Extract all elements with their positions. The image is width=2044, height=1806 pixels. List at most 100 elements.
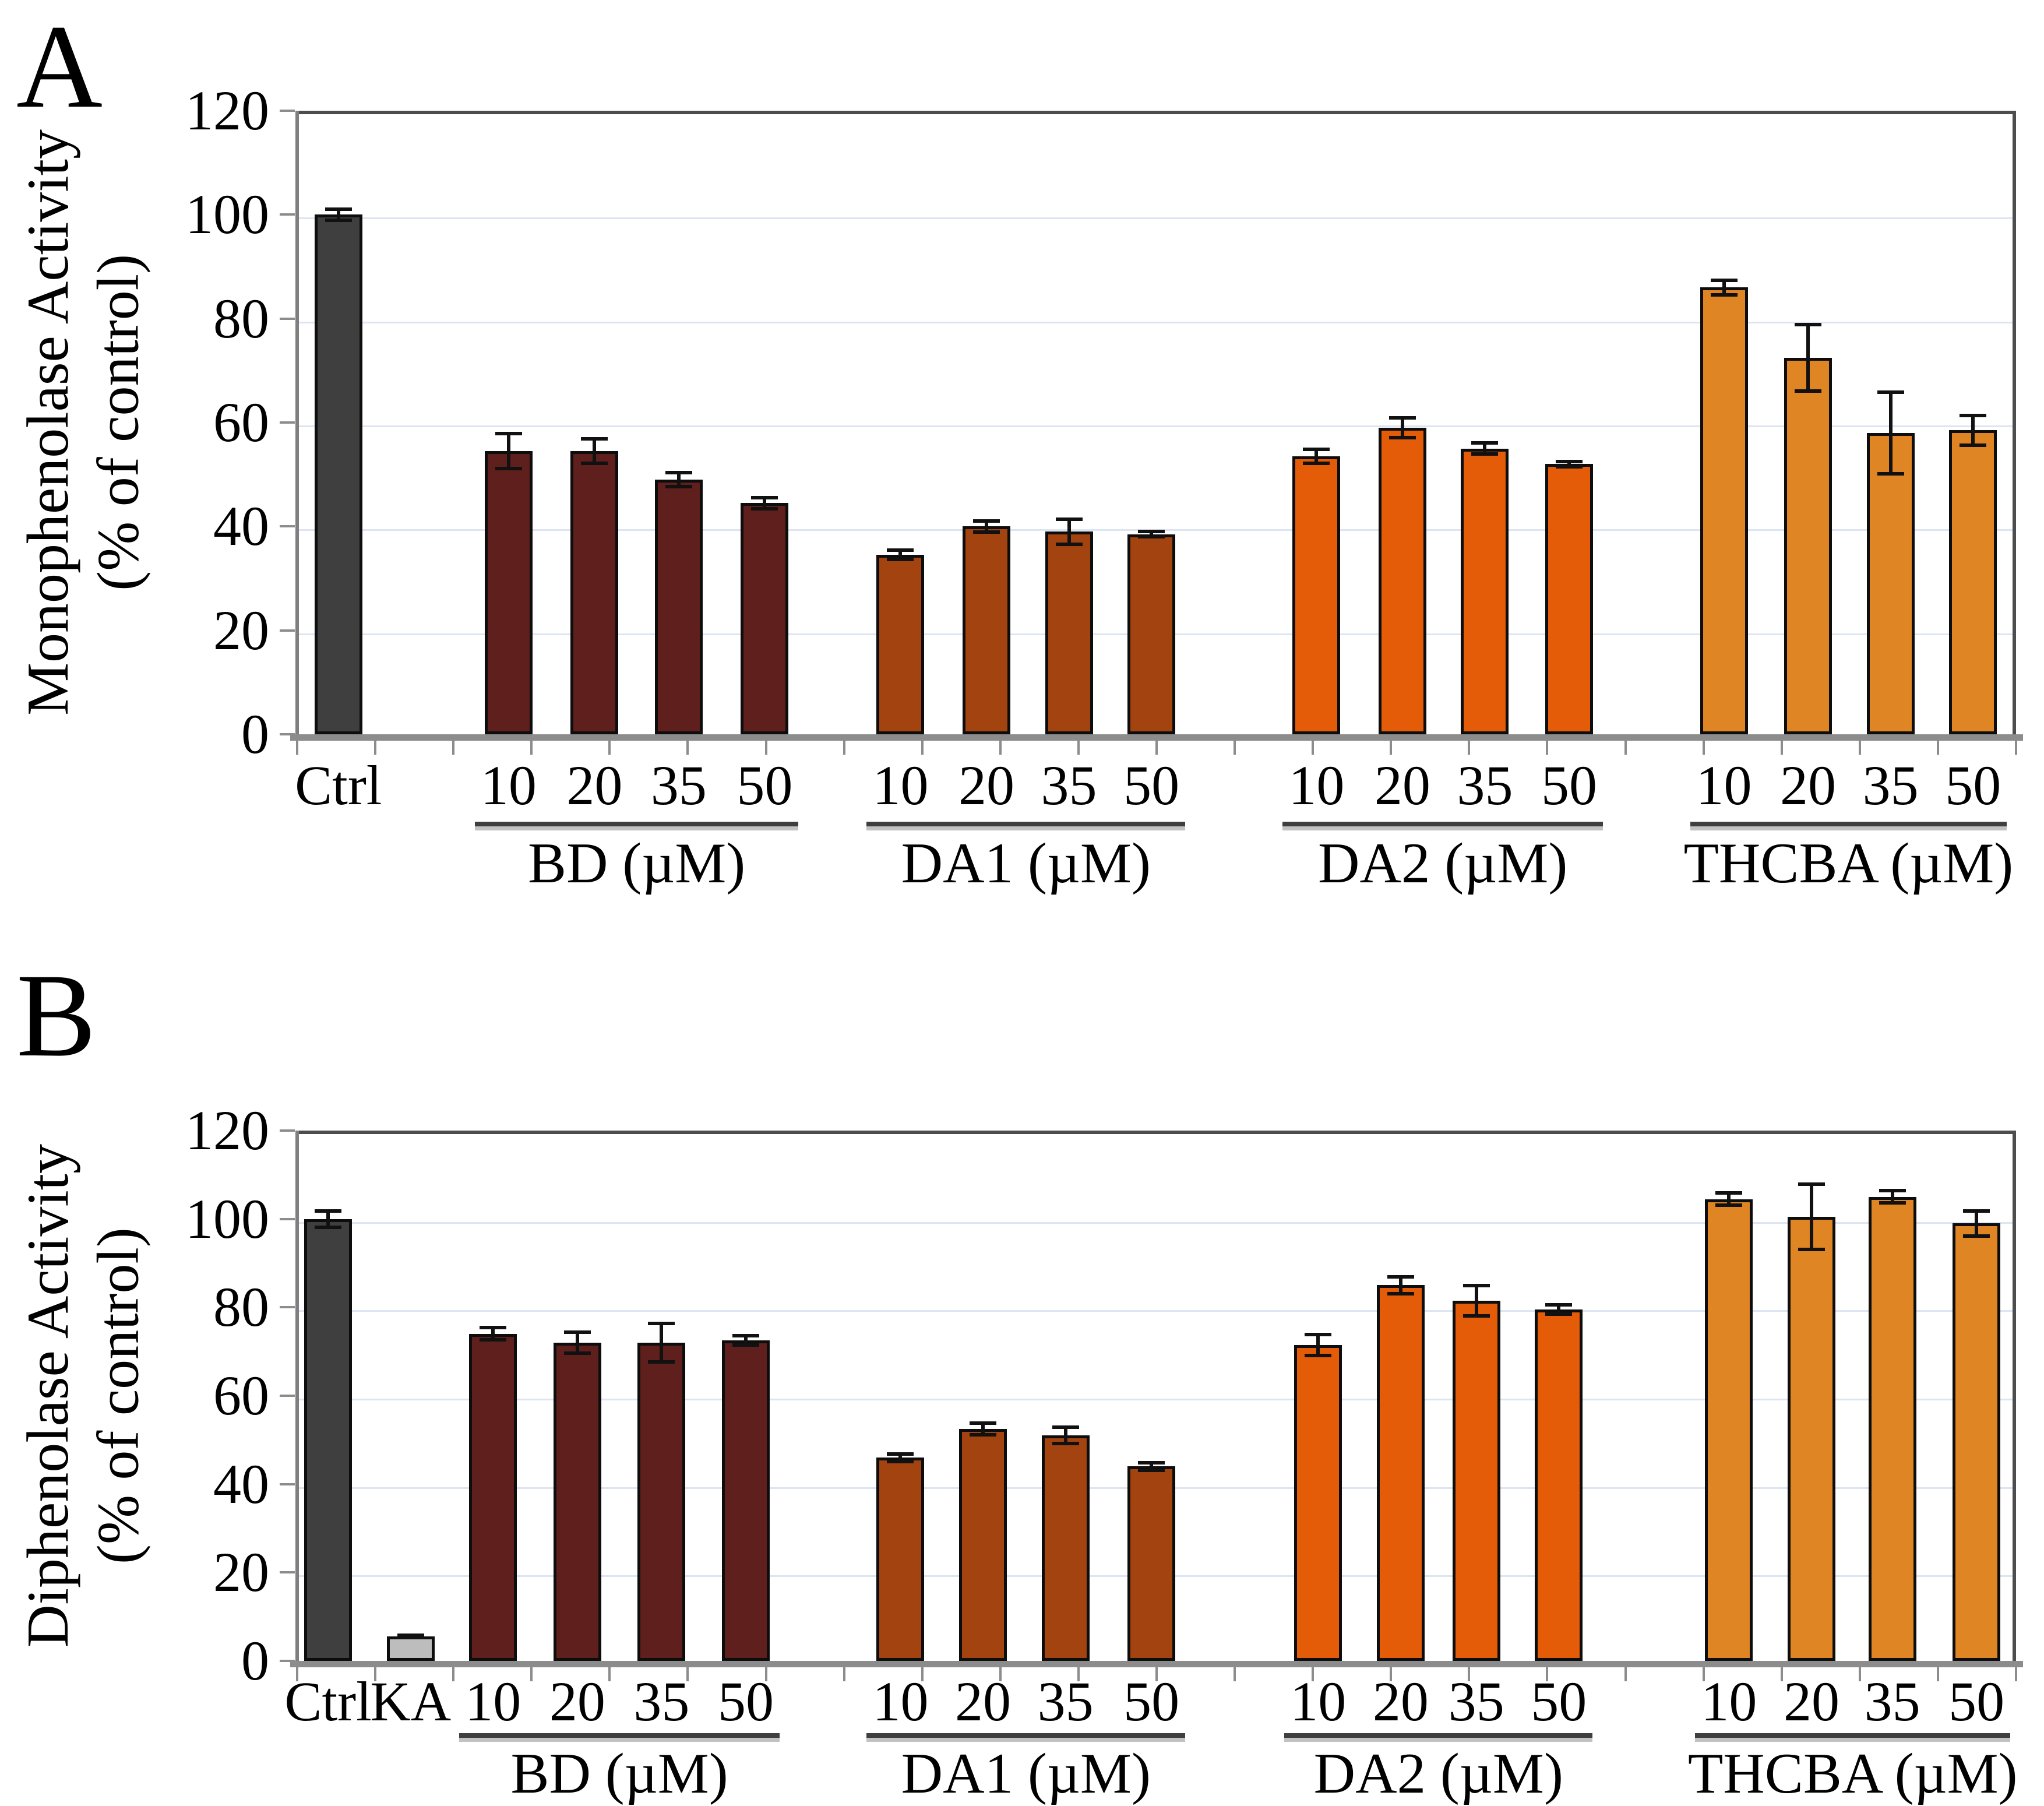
x-tick-1-22 [2015, 1667, 2017, 1681]
error-cap-top [1471, 441, 1499, 445]
bar-a-thcba-35 [1866, 432, 1915, 734]
error-bar-a-da1-20 [984, 520, 988, 533]
x-tick-1-13 [1312, 1667, 1314, 1681]
y-axis-line-0 [295, 111, 299, 738]
error-cap-top [1462, 1284, 1490, 1288]
y-tick-60 [280, 1395, 295, 1397]
x-tick-0-7 [843, 741, 845, 755]
error-cap-top [563, 1330, 591, 1335]
category-label-a-da1-20: 20 [958, 754, 1014, 816]
x-tick-0-10 [1077, 741, 1080, 755]
error-bar-a-bd-35 [676, 471, 681, 488]
error-cap-top [1388, 416, 1416, 420]
error-cap-bottom [665, 485, 692, 489]
category-label-b-bd-10: 10 [465, 1670, 521, 1733]
y-tick-label-40: 40 [213, 1452, 269, 1515]
y-axis-title-b-line1: Diphenolase Activity [15, 1143, 81, 1647]
bar-a-thcba-10 [1700, 287, 1748, 734]
error-cap-top [480, 1326, 507, 1330]
group-underline-b-da1 [866, 1733, 1186, 1738]
x-tick-1-6 [764, 1667, 767, 1681]
error-bar-a-thcba-35 [1888, 391, 1893, 475]
error-bar-a-thcba-20 [1806, 323, 1810, 392]
x-tick-1-9 [999, 1667, 1002, 1681]
error-cap-top [887, 1452, 914, 1456]
error-cap-bottom [1879, 1201, 1906, 1205]
error-bar-b-da2-20 [1398, 1276, 1402, 1294]
bar-a-da2-50 [1545, 464, 1593, 734]
bar-b-da1-50 [1127, 1466, 1176, 1661]
error-cap-top [972, 519, 1000, 523]
error-cap-bottom [563, 1351, 591, 1355]
category-label-b-da2-50: 50 [1531, 1670, 1587, 1733]
x-tick-0-13 [1312, 741, 1314, 755]
bar-b-ka-ka [386, 1636, 435, 1661]
bar-b-da1-10 [876, 1458, 925, 1661]
category-label-b-da2-20: 20 [1372, 1670, 1429, 1733]
category-label-b-bd-35: 35 [633, 1670, 690, 1733]
error-bar-b-thcba-10 [1727, 1192, 1731, 1206]
error-cap-bottom [1387, 1291, 1414, 1295]
x-tick-1-0 [296, 1667, 298, 1681]
error-bar-b-da1-35 [1063, 1427, 1067, 1445]
x-tick-1-8 [921, 1667, 924, 1681]
error-bar-b-thcba-20 [1809, 1184, 1813, 1250]
y-tick-40 [280, 1483, 295, 1485]
error-cap-bottom [1798, 1247, 1825, 1251]
category-label-a-da2-35: 35 [1457, 754, 1513, 816]
bar-b-bd-50 [721, 1340, 770, 1661]
group-label-b-bd: BD (µM) [510, 1742, 728, 1805]
error-cap-bottom [1462, 1314, 1490, 1318]
x-tick-1-4 [608, 1667, 611, 1681]
category-label-b-thcba-10: 10 [1701, 1670, 1757, 1733]
y-axis-title-a-line2: (% of control) [85, 254, 151, 591]
error-bar-a-thcba-50 [1971, 414, 1975, 446]
category-label-b-da1-10: 10 [872, 1670, 929, 1733]
bar-b-thcba-20 [1787, 1216, 1835, 1661]
x-tick-1-15 [1468, 1667, 1471, 1681]
category-label-a-da1-35: 35 [1041, 754, 1097, 816]
category-label-b-thcba-20: 20 [1783, 1670, 1839, 1733]
x-tick-0-11 [1155, 741, 1158, 755]
y-tick-label-40: 40 [213, 495, 269, 558]
error-cap-top [1055, 517, 1083, 521]
category-label-b-ctrl-ctrl: Ctrl [284, 1670, 372, 1733]
group-label-b-da1: DA1 (µM) [901, 1742, 1151, 1805]
error-cap-bottom [1388, 435, 1416, 439]
x-tick-1-18 [1702, 1667, 1705, 1681]
category-label-a-bd-50: 50 [736, 754, 793, 816]
y-tick-label-20: 20 [213, 1541, 269, 1604]
error-bar-b-bd-35 [660, 1322, 664, 1363]
category-label-a-thcba-35: 35 [1862, 754, 1919, 816]
x-tick-0-19 [1780, 741, 1783, 755]
error-cap-top [397, 1634, 424, 1638]
group-label-b-da2: DA2 (µM) [1313, 1742, 1563, 1805]
error-cap-top [1795, 322, 1822, 326]
category-label-a-da2-20: 20 [1374, 754, 1430, 816]
error-cap-top [1963, 1209, 1990, 1213]
bar-b-da1-35 [1041, 1435, 1090, 1661]
category-label-b-da1-50: 50 [1123, 1670, 1180, 1733]
group-underline-a-da1 [866, 822, 1186, 826]
bar-a-bd-10 [484, 451, 533, 734]
error-cap-top [648, 1321, 675, 1325]
error-bar-b-da1-10 [898, 1453, 903, 1462]
error-bar-b-da1-20 [981, 1422, 985, 1436]
error-cap-top [315, 1209, 342, 1213]
error-cap-bottom [495, 467, 522, 471]
y-tick-label-60: 60 [213, 391, 269, 453]
bar-b-thcba-35 [1868, 1196, 1916, 1661]
bar-b-bd-10 [469, 1333, 517, 1661]
error-bar-a-thcba-10 [1722, 279, 1726, 295]
error-cap-top [732, 1334, 759, 1338]
y-tick-label-80: 80 [213, 287, 269, 350]
group-underline-a-da2 [1282, 822, 1603, 826]
category-label-a-da1-50: 50 [1123, 754, 1180, 816]
error-cap-top [887, 548, 914, 552]
category-label-b-da1-35: 35 [1037, 1670, 1094, 1733]
y-tick-0 [280, 733, 295, 735]
error-cap-bottom [1960, 443, 1987, 448]
error-bar-b-bd-10 [491, 1327, 495, 1341]
error-cap-bottom [1138, 1468, 1165, 1472]
